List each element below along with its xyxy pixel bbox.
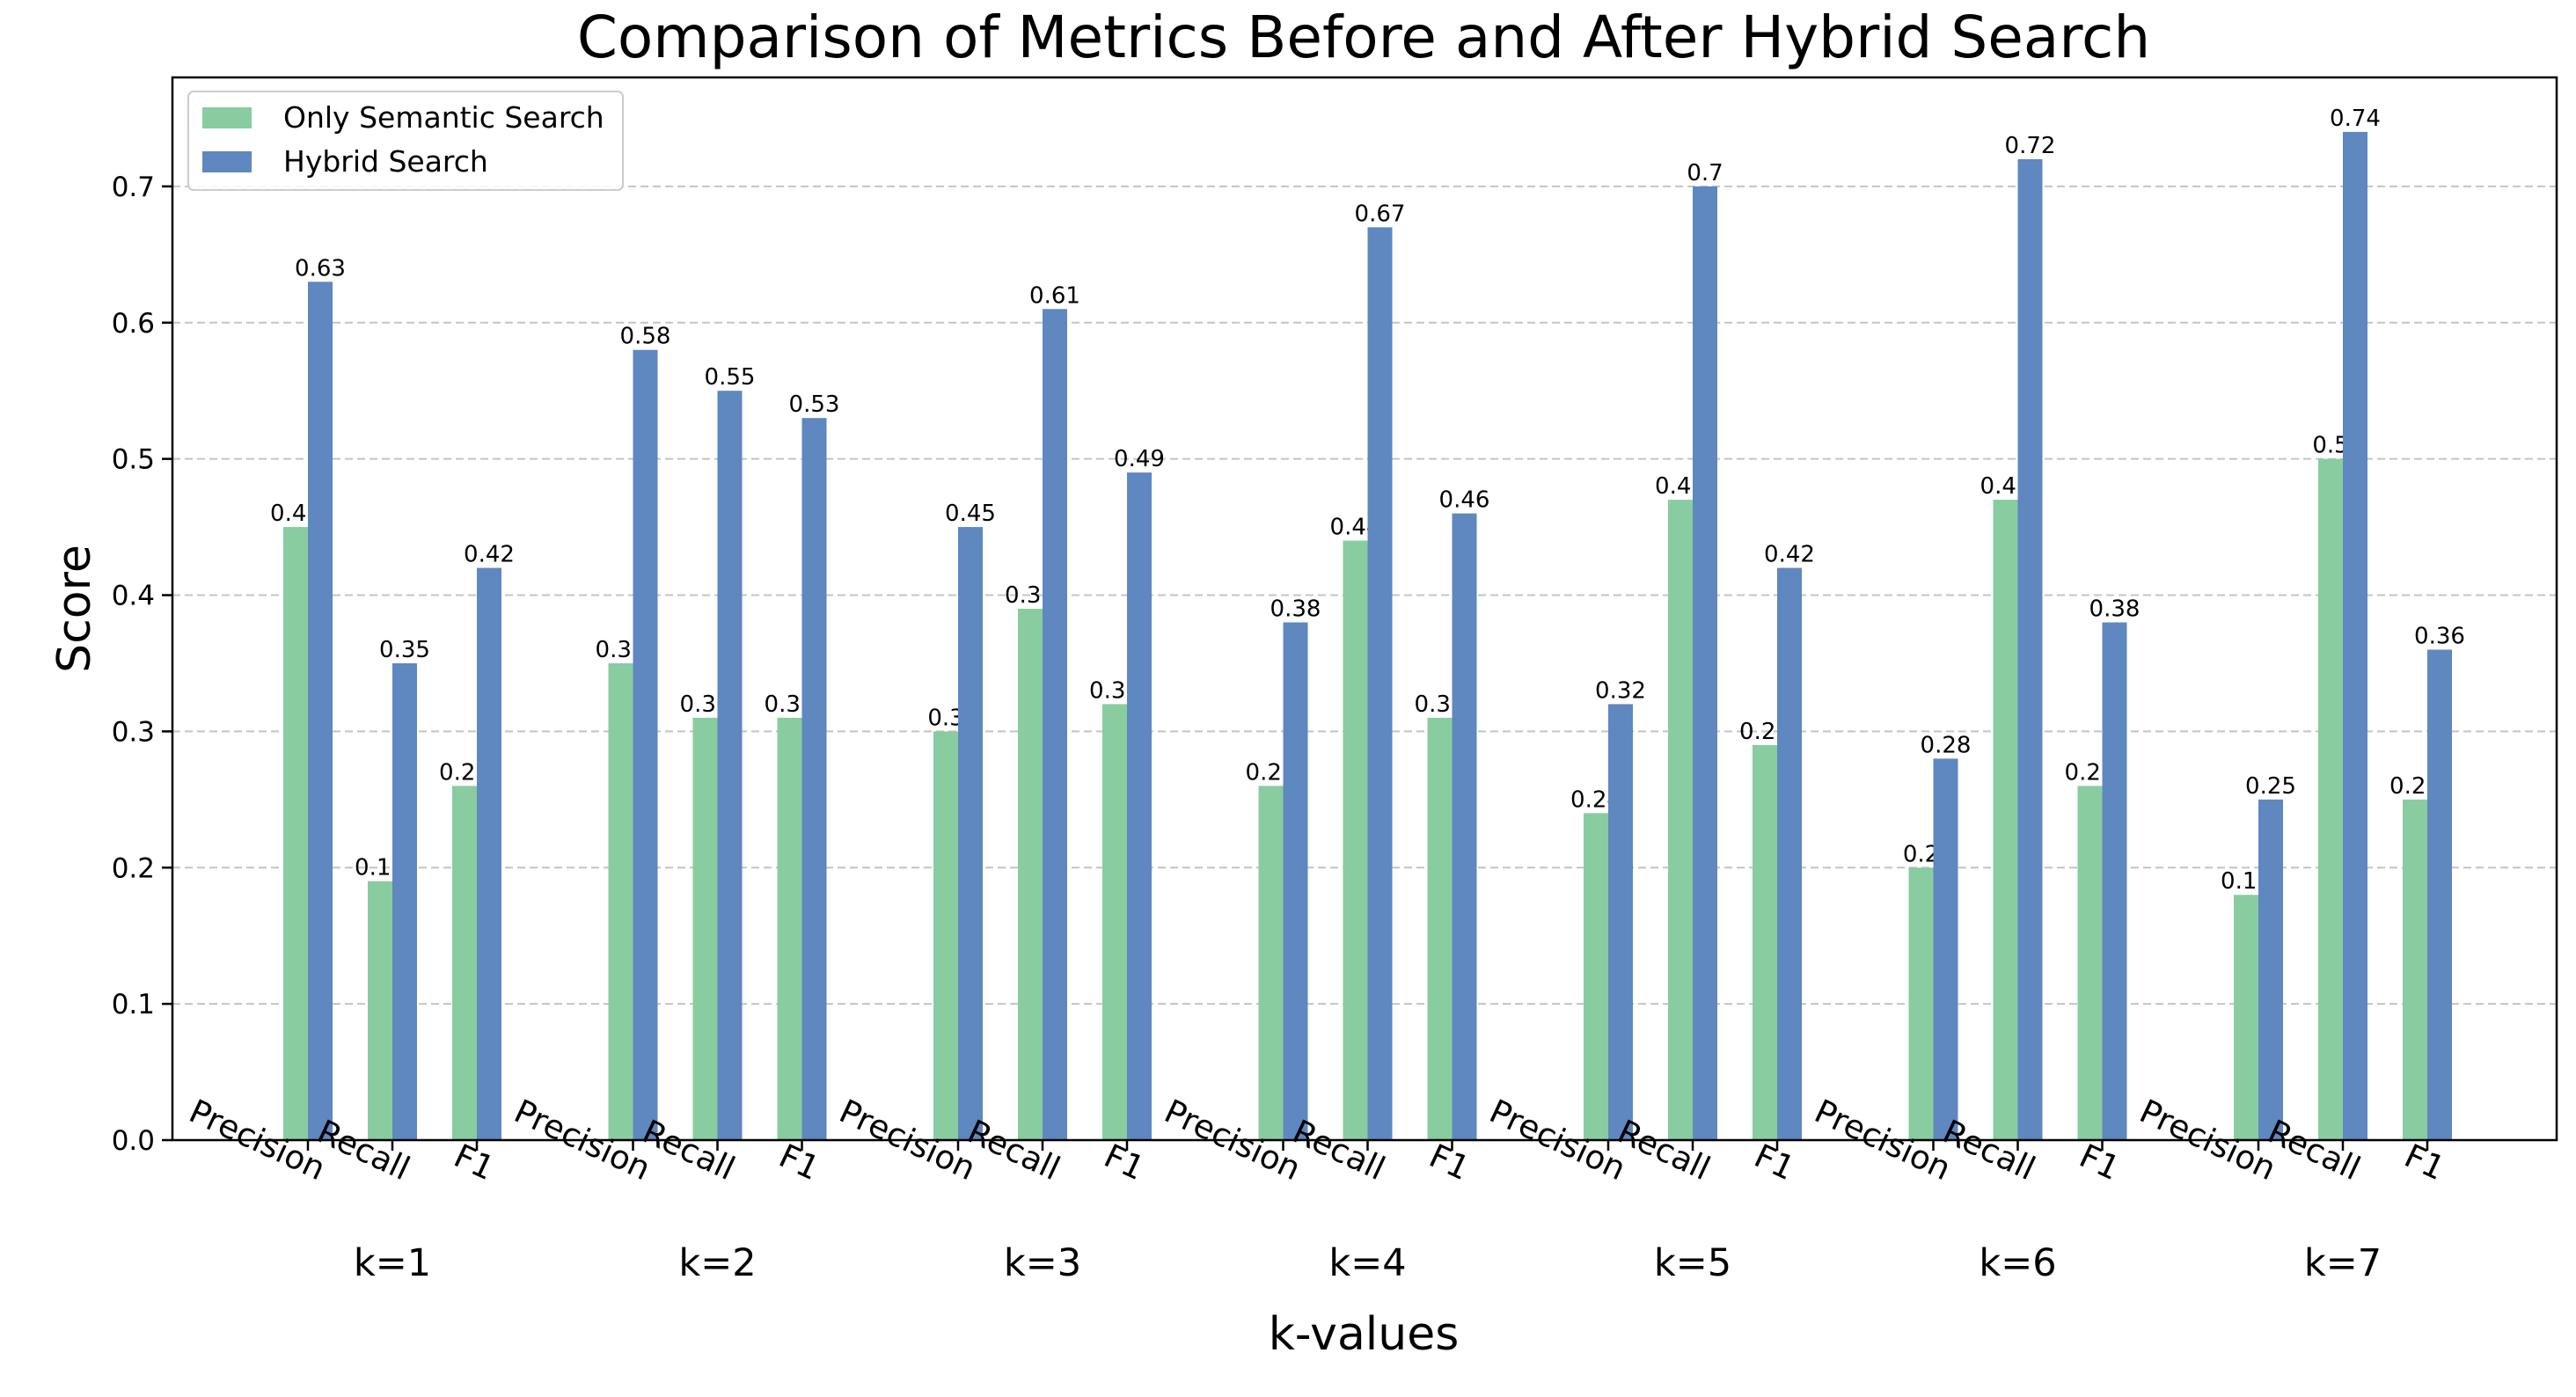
- group-label: k=5: [1654, 1241, 1731, 1285]
- bar-hybrid: [2102, 622, 2127, 1140]
- bar-hybrid: [2258, 799, 2283, 1140]
- legend: Only Semantic Search Hybrid Search: [187, 91, 624, 191]
- group-label: k=2: [678, 1241, 756, 1285]
- bar-semantic: [368, 881, 392, 1140]
- y-tick-label: 0.7: [112, 172, 155, 203]
- bar-value-label: 0.7: [1687, 160, 1723, 187]
- bar-semantic: [1668, 500, 1693, 1140]
- bar-semantic: [2318, 458, 2343, 1140]
- bar-hybrid: [477, 567, 501, 1140]
- y-axis: 0.0 0.1 0.2 0.3 0.4 0.5 0.6 0.7: [112, 172, 172, 1157]
- bar-hybrid: [392, 662, 417, 1140]
- bar-value-label: 0.63: [295, 255, 346, 282]
- bar-semantic: [1908, 867, 1934, 1140]
- bar-semantic: [1993, 500, 2018, 1140]
- bar-hybrid: [2017, 158, 2043, 1140]
- bar-value-label: 0.2: [1903, 841, 1939, 867]
- bar-hybrid: [633, 349, 658, 1140]
- y-tick-label: 0.5: [112, 444, 155, 476]
- bars: 0.450.190.260.350.31 0.310.30.390.320.260…: [270, 106, 2465, 1141]
- bar-value-label: 0.72: [2005, 133, 2056, 159]
- bar-semantic: [692, 717, 718, 1140]
- bar-semantic: [608, 662, 633, 1140]
- bar-value-label: 0.38: [2089, 596, 2141, 622]
- bar-semantic: [2403, 799, 2427, 1140]
- bar-value-label: 0.5: [2312, 433, 2348, 459]
- y-axis-label: Score: [48, 545, 101, 673]
- bar-value-label: 0.28: [1921, 732, 1972, 758]
- group-label: k=1: [354, 1241, 431, 1285]
- bar-hybrid: [1043, 309, 1067, 1140]
- bar-value-label: 0.61: [1029, 282, 1080, 309]
- y-tick-label: 0.4: [112, 581, 155, 612]
- bar-hybrid: [1608, 704, 1633, 1140]
- bar-semantic: [1427, 717, 1453, 1140]
- y-tick-label: 0.1: [112, 989, 155, 1020]
- bar-value-label: 0.58: [620, 324, 671, 350]
- bar-value-label: 0.45: [945, 501, 996, 527]
- bar-hybrid: [1367, 227, 1393, 1140]
- grid-lines: [172, 185, 2557, 1006]
- bar-hybrid: [1283, 622, 1308, 1140]
- bar-semantic: [1343, 540, 1368, 1140]
- bar-semantic: [1102, 704, 1127, 1140]
- bar-value-label: 0.74: [2330, 106, 2381, 132]
- bar-value-label: 0.35: [379, 637, 430, 663]
- bar-hybrid: [2427, 649, 2452, 1140]
- legend-label: Hybrid Search: [283, 144, 488, 179]
- group-label: k=4: [1328, 1241, 1406, 1285]
- y-tick-label: 0.2: [112, 852, 155, 884]
- bar-semantic: [2077, 786, 2103, 1140]
- bar-semantic: [1584, 813, 1608, 1140]
- y-tick-label: 0.6: [112, 308, 155, 340]
- bar-value-label: 0.3: [927, 705, 963, 731]
- bar-value-label: 0.46: [1439, 487, 1490, 514]
- bar-value-label: 0.67: [1355, 201, 1406, 227]
- chart-title: Comparison of Metrics Before and After H…: [577, 4, 2150, 71]
- bar-hybrid: [1933, 758, 1958, 1140]
- legend-swatch: [202, 151, 252, 172]
- bar-hybrid: [801, 418, 827, 1141]
- plot-frame: [171, 76, 2558, 1142]
- bar-value-label: 0.38: [1270, 596, 1321, 622]
- bar-value-label: 0.49: [1114, 446, 1165, 472]
- bar-hybrid: [2343, 131, 2367, 1140]
- bar-semantic: [2234, 895, 2258, 1140]
- bar-semantic: [452, 786, 477, 1140]
- y-tick-label: 0.0: [112, 1125, 155, 1157]
- bar-semantic: [1258, 786, 1284, 1140]
- bar-value-label: 0.42: [464, 542, 515, 568]
- bar-hybrid: [958, 527, 983, 1140]
- y-tick-label: 0.3: [112, 716, 155, 748]
- bar-hybrid: [1452, 513, 1477, 1140]
- bar-hybrid: [1777, 567, 1802, 1140]
- bar-value-label: 0.25: [2245, 773, 2296, 800]
- bar-hybrid: [1127, 472, 1152, 1140]
- bar-semantic: [283, 527, 308, 1140]
- bar-semantic: [777, 717, 802, 1140]
- legend-swatch: [202, 107, 252, 128]
- bar-hybrid: [308, 282, 333, 1140]
- group-label: k=6: [1979, 1241, 2056, 1285]
- bar-value-label: 0.53: [789, 391, 840, 418]
- bar-semantic: [1018, 609, 1043, 1140]
- bar-hybrid: [1693, 186, 1717, 1140]
- bar-hybrid: [717, 391, 743, 1140]
- group-label: k=3: [1004, 1241, 1081, 1285]
- bar-semantic: [1753, 744, 1777, 1140]
- legend-box: [187, 91, 624, 191]
- bar-value-label: 0.55: [705, 364, 756, 391]
- legend-label: Only Semantic Search: [283, 100, 604, 135]
- bar-value-label: 0.42: [1764, 542, 1815, 568]
- bar-value-label: 0.36: [2414, 623, 2465, 649]
- bar-value-label: 0.32: [1595, 677, 1646, 704]
- bar-semantic: [933, 731, 958, 1140]
- group-label: k=7: [2304, 1241, 2382, 1285]
- x-axis-label: k-values: [1269, 1308, 1460, 1361]
